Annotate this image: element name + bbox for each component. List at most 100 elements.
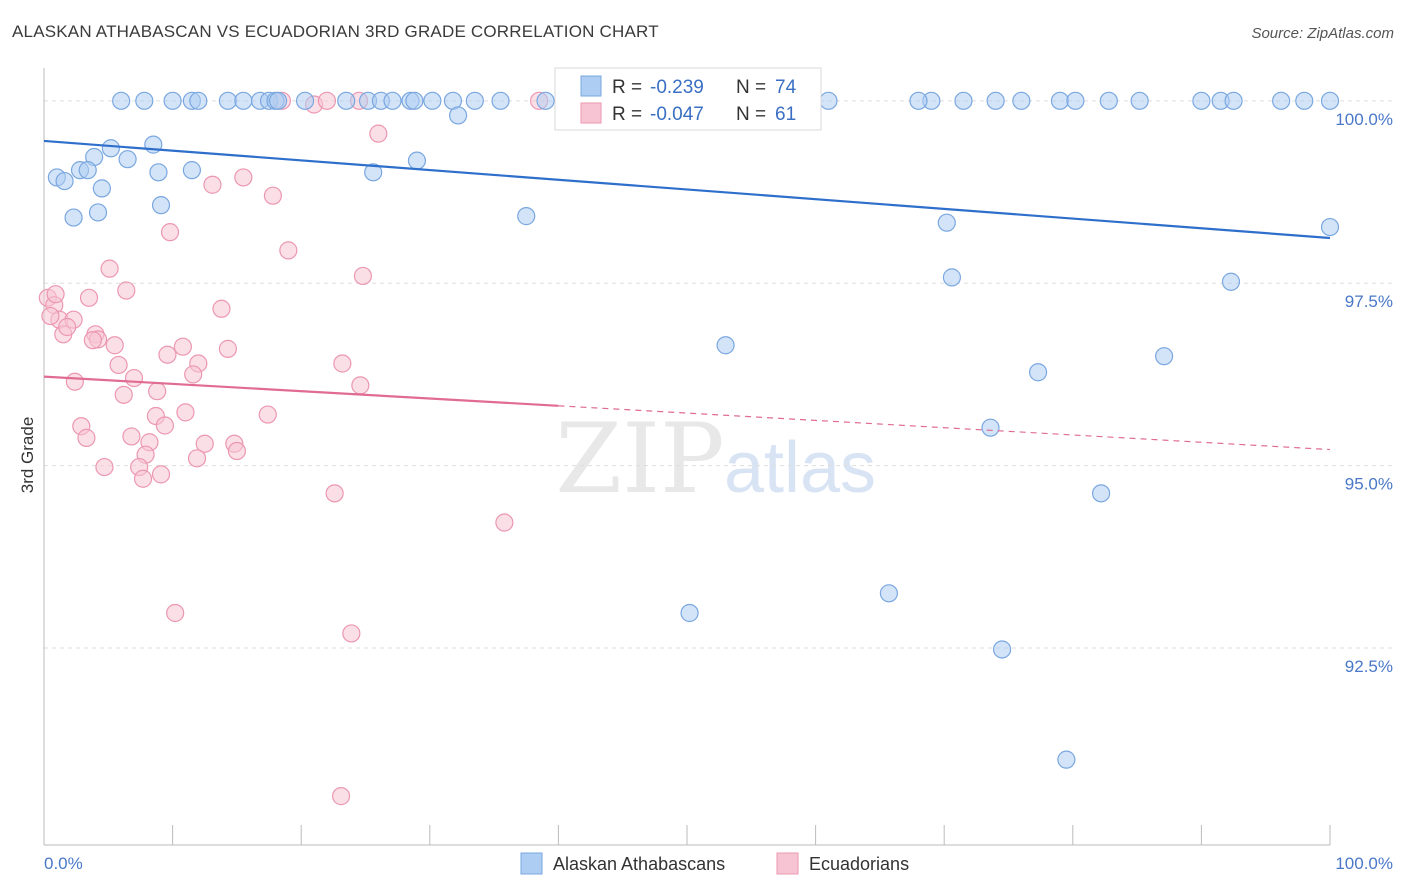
data-point [124,368,144,388]
legend-n-label-1: N = [736,77,766,98]
data-point [41,306,60,326]
data-point [268,91,288,110]
data-point [117,281,136,300]
data-point [149,163,168,182]
data-point [364,163,383,182]
data-point [148,382,167,401]
data-point [77,428,96,447]
x-ticks [43,825,1331,845]
data-point [495,513,514,532]
data-point [279,241,298,260]
data-point [83,331,102,350]
data-point [101,139,120,158]
watermark: ZIP atlas [555,403,876,515]
watermark-atlas: atlas [724,428,876,508]
data-point [819,91,838,110]
data-point [118,150,137,169]
data-point [133,469,153,488]
legend-r-value-2: -0.047 [650,104,704,125]
data-point [423,91,442,110]
bottom-legend-swatch-athabascans [520,852,543,875]
data-point [517,207,536,226]
bottom-legend-label-athabascans: Alaskan Athabascans [553,854,725,874]
data-point [55,171,74,191]
data-point [1224,91,1243,110]
data-point [1320,91,1340,110]
y-axis-label: 3rd Grade [18,417,37,494]
bottom-legend-label-ecuadorians: Ecuadorians [809,854,909,874]
data-point [383,91,402,110]
data-point [1099,91,1118,110]
data-point [1050,91,1070,110]
data-point [909,91,928,110]
data-point [234,168,253,187]
data-point [295,91,315,110]
data-point [184,365,203,384]
y-tick-label: 100.0% [1335,110,1393,129]
data-point [135,91,154,110]
y-tick-label: 95.0% [1345,475,1393,494]
trend-lines [43,139,1331,451]
legend-n-value-1: 74 [775,77,797,98]
data-point [158,345,177,364]
source-label: Source: ZipAtlas.com [1251,25,1394,42]
data-point [151,465,171,484]
data-point [189,91,208,110]
data-point [986,91,1005,110]
data-point [109,355,128,375]
data-point [78,161,97,180]
data-point [182,161,201,180]
series-legend: Alaskan Athabascans Ecuadorians [520,852,909,875]
data-point [163,91,182,110]
x-tick-label-min: 0.0% [44,854,83,873]
data-point [176,403,195,422]
data-point [1066,91,1085,110]
data-point [1192,91,1211,110]
data-point [155,416,174,435]
data-point [342,624,361,643]
data-point [716,336,735,355]
data-point [64,208,83,227]
data-point [100,259,119,278]
data-point [212,299,231,318]
data-point [317,91,337,110]
data-point [954,91,973,110]
trend-line-extension [558,405,1331,451]
data-point [114,385,133,404]
data-point [105,336,124,355]
data-point [465,91,484,110]
data-point [1155,347,1174,366]
data-point [942,268,962,287]
data-point [1057,750,1076,769]
data-point [331,787,351,806]
correlation-legend: R = -0.239 N = 74 R = -0.047 N = 61 [554,67,822,131]
data-point [58,317,77,337]
data-point [258,405,277,424]
legend-swatch-ecuadorians [580,102,602,124]
data-point [369,124,388,143]
y-tick-label: 97.5% [1345,292,1393,311]
data-point [1221,272,1241,291]
data-point [333,354,352,373]
data-point [218,339,237,358]
data-point [1012,91,1031,110]
data-point [1320,217,1340,237]
data-point [992,640,1012,659]
data-point [195,434,214,453]
legend-n-label-2: N = [736,104,766,125]
x-tick-label-max: 100.0% [1335,854,1393,873]
trend-line [43,375,559,407]
data-point [680,603,699,623]
data-point [234,91,253,110]
data-point [1130,91,1149,110]
legend-r-label-1: R = [612,77,642,98]
data-point [981,418,1000,437]
legend-swatch-athabascans [580,75,602,97]
data-point [173,337,192,356]
data-point [160,223,180,242]
data-point [166,603,185,623]
data-point [79,288,99,307]
data-point [879,584,899,603]
data-point [88,203,108,222]
